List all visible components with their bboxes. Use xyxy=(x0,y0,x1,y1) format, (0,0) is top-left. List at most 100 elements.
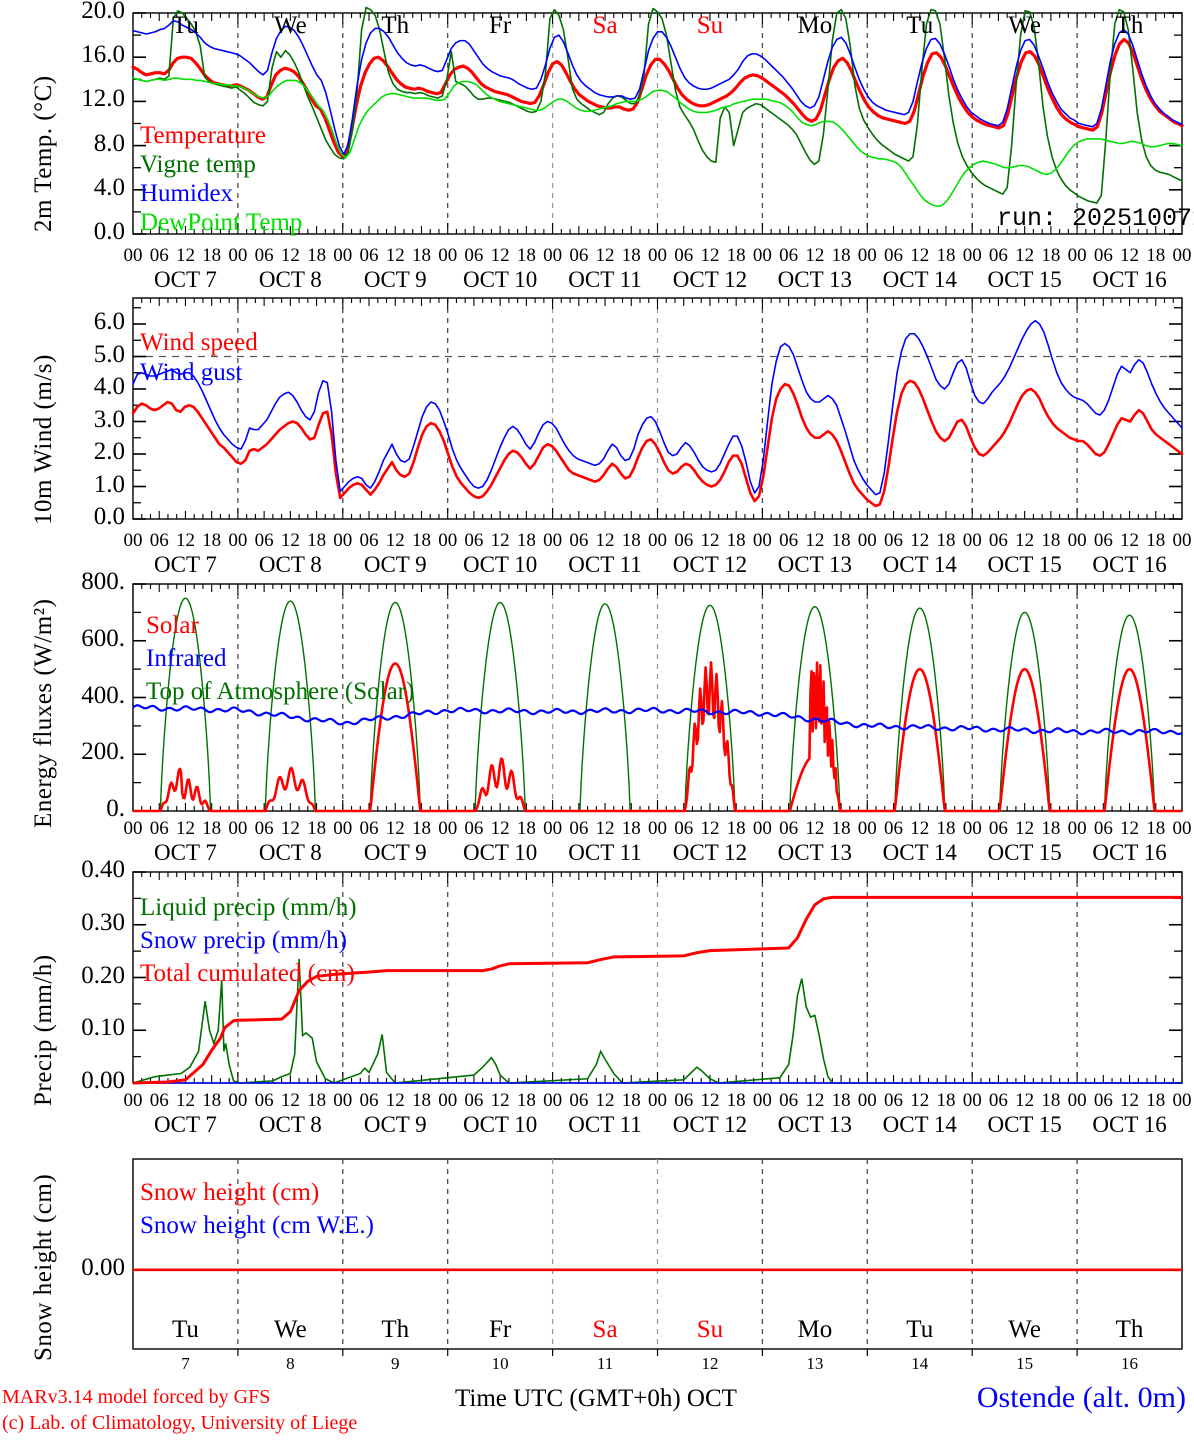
x-tick-hour: 12 xyxy=(490,530,510,551)
x-tick-hour: 18 xyxy=(831,1090,851,1111)
x-tick-hour: 06 xyxy=(149,818,169,839)
x-tick-hour: 12 xyxy=(700,245,720,266)
x-tick-hour: 12 xyxy=(385,530,405,551)
x-tick-hour: 00 xyxy=(1172,818,1192,839)
x-tick-day-number: 10 xyxy=(491,1354,509,1373)
x-tick-hour: 18 xyxy=(307,818,327,839)
x-tick-hour: 18 xyxy=(1146,530,1166,551)
x-tick-hour: 06 xyxy=(464,530,484,551)
x-tick-day: OCT 14 xyxy=(882,840,957,865)
x-tick-hour: 00 xyxy=(962,530,982,551)
x-tick-day: OCT 10 xyxy=(462,552,538,577)
x-tick-hour: 06 xyxy=(359,530,379,551)
x-tick-hour: 00 xyxy=(543,530,563,551)
x-tick-hour: 18 xyxy=(621,818,641,839)
x-tick-day: OCT 13 xyxy=(777,840,853,865)
weekday-label-bottom: Mo xyxy=(797,1316,833,1343)
weekday-label-top: We xyxy=(1008,12,1041,39)
x-tick-day: OCT 12 xyxy=(672,267,748,292)
x-tick-hour: 12 xyxy=(910,1090,930,1111)
weekday-label-bottom: Su xyxy=(696,1316,724,1343)
x-tick-day: OCT 14 xyxy=(882,1112,957,1137)
x-tick-hour: 18 xyxy=(1146,818,1166,839)
x-tick-hour: 18 xyxy=(202,245,222,266)
x-tick-day: OCT 9 xyxy=(363,552,427,577)
y-tick-label: 5.0 xyxy=(93,340,125,368)
x-tick-hour: 00 xyxy=(123,1090,143,1111)
x-tick-day-number: 12 xyxy=(701,1354,719,1373)
x-tick-hour: 06 xyxy=(884,1090,904,1111)
x-tick-hour: 00 xyxy=(228,1090,248,1111)
x-tick-hour: 00 xyxy=(1067,1090,1087,1111)
weekday-label-top: Th xyxy=(1115,12,1144,39)
x-tick-hour: 00 xyxy=(123,245,143,266)
y-tick-label: 0.00 xyxy=(81,1253,125,1281)
x-tick-hour: 00 xyxy=(228,818,248,839)
panel-temperature: 2m Temp. (°C) 0.0 4.0 8.0 12.0 16.0 20.0 Temper… xyxy=(0,0,1194,292)
x-tick-hour: 00 xyxy=(648,245,667,266)
x-tick-day: OCT 15 xyxy=(987,840,1062,865)
x-tick-hour: 12 xyxy=(1120,818,1140,839)
x-tick-hour: 06 xyxy=(569,530,589,551)
x-tick-day: OCT 7 xyxy=(154,552,217,577)
x-tick-hour: 12 xyxy=(1015,245,1035,266)
legend-wind-speed: Wind speed xyxy=(140,329,258,356)
x-tick-hour: 00 xyxy=(228,245,248,266)
x-tick-hour: 06 xyxy=(254,530,274,551)
x-tick-hour: 18 xyxy=(516,1090,536,1111)
x-tick-hour: 00 xyxy=(1172,530,1192,551)
x-tick-hour: 18 xyxy=(411,245,431,266)
y-tick-label: 12.0 xyxy=(81,85,125,113)
x-tick-hour: 12 xyxy=(595,818,615,839)
x-tick-day: OCT 16 xyxy=(1092,1112,1167,1137)
x-tick-hour: 00 xyxy=(857,530,877,551)
x-tick-day: OCT 10 xyxy=(462,840,538,865)
x-tick-day-number: 11 xyxy=(596,1354,614,1373)
x-tick-hour: 06 xyxy=(674,530,694,551)
y-tick-label: 2.0 xyxy=(93,438,125,465)
weekday-label-bottom: Tu xyxy=(171,1316,199,1343)
y-tick-label: 0. xyxy=(106,795,125,822)
x-tick-day: OCT 9 xyxy=(363,840,427,865)
x-tick-hour: 06 xyxy=(359,245,379,266)
x-tick-hour: 00 xyxy=(1172,1090,1192,1111)
x-tick-hour: 00 xyxy=(857,818,877,839)
y-tick-label: 4.0 xyxy=(93,373,125,400)
x-tick-hour: 06 xyxy=(464,245,484,266)
x-tick-hour: 18 xyxy=(411,530,431,551)
x-tick-day-number: 13 xyxy=(806,1354,824,1373)
x-tick-day: OCT 8 xyxy=(258,552,322,577)
x-tick-hour: 18 xyxy=(936,245,956,266)
x-tick-hour: 00 xyxy=(123,818,143,839)
x-tick-hour: 12 xyxy=(595,245,615,266)
x-tick-hour: 00 xyxy=(752,530,772,551)
x-tick-hour: 12 xyxy=(805,1090,825,1111)
x-tick-hour: 12 xyxy=(805,245,825,266)
x-tick-hour: 12 xyxy=(280,1090,300,1111)
x-tick-hour: 18 xyxy=(621,245,641,266)
x-tick-hour: 12 xyxy=(385,245,405,266)
x-tick-day: OCT 14 xyxy=(882,267,957,292)
x-tick-hour: 06 xyxy=(884,530,904,551)
x-tick-day: OCT 11 xyxy=(568,552,642,577)
x-tick-hour: 06 xyxy=(884,245,904,266)
y-tick-label: 1.0 xyxy=(93,470,125,498)
x-tick-hour: 12 xyxy=(700,818,720,839)
x-tick-hour: 06 xyxy=(254,818,274,839)
x-tick-hour: 06 xyxy=(674,245,694,266)
x-tick-hour: 18 xyxy=(202,818,222,839)
legend-snow-height: Snow height (cm) xyxy=(140,1179,320,1206)
run-label: run: 2025100712 xyxy=(997,204,1194,233)
x-tick-hour: 06 xyxy=(359,818,379,839)
x-tick-hour: 18 xyxy=(411,818,431,839)
x-tick-hour: 00 xyxy=(543,818,563,839)
x-tick-hour: 12 xyxy=(385,1090,405,1111)
x-tick-hour: 12 xyxy=(805,818,825,839)
x-tick-hour: 06 xyxy=(359,1090,379,1111)
x-tick-hour: 18 xyxy=(936,818,956,839)
legend-total-cumulated: Total cumulated (cm) xyxy=(140,960,355,987)
station-label: Ostende (alt. 0m) xyxy=(976,1381,1186,1414)
x-tick-hour: 18 xyxy=(726,245,746,266)
x-tick-hour: 06 xyxy=(1093,818,1113,839)
x-tick-day: OCT 11 xyxy=(568,1112,642,1137)
